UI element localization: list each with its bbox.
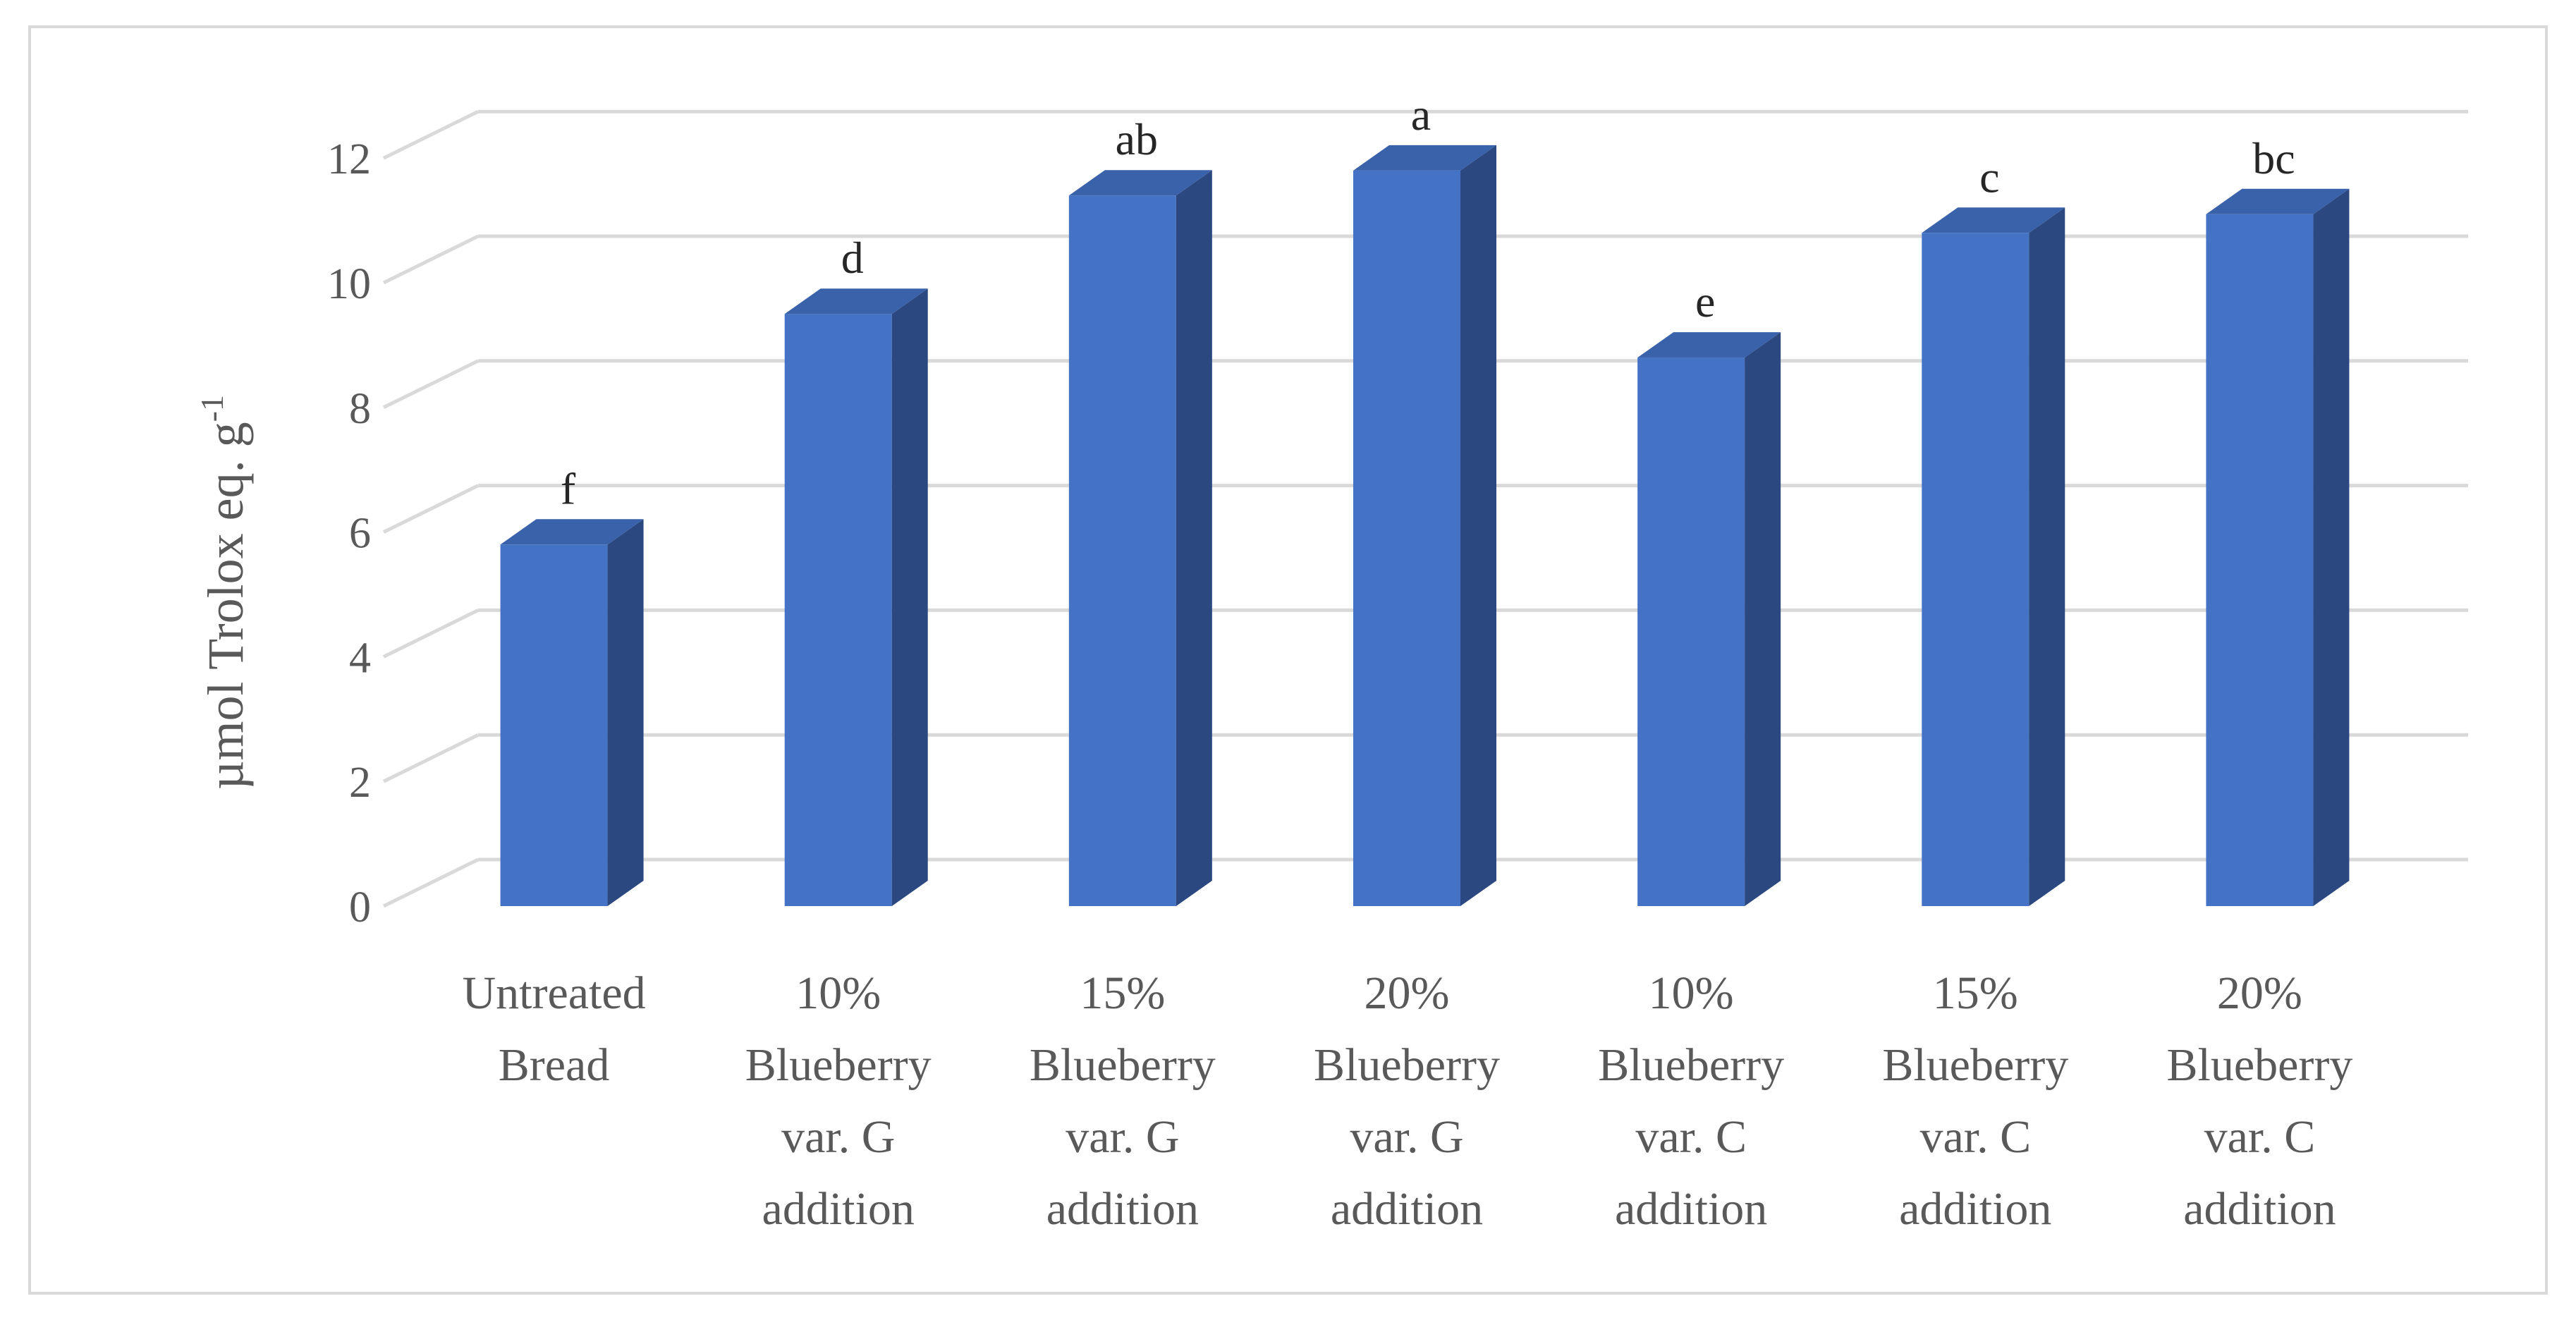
y-axis-title-text: µmol Trolox eq. g: [197, 422, 254, 790]
x-tick-label-line: addition: [762, 1183, 915, 1235]
bar-top: [2206, 188, 2350, 214]
x-tick-label-line: var. C: [1635, 1111, 1747, 1163]
bar-front: [1068, 195, 1176, 906]
x-tick-label: 20% Blueberry var. G addition: [1314, 967, 1500, 1235]
x-tick-label-line: 15%: [1080, 967, 1165, 1019]
x-tick-label-line: var. G: [1350, 1111, 1463, 1163]
x-tick-label-line: addition: [1046, 1183, 1199, 1235]
bar-front: [784, 314, 892, 906]
bar-top: [1068, 170, 1212, 196]
y-tick-label: 12: [327, 135, 371, 183]
y-tick-label: 10: [327, 260, 371, 308]
x-tick-label-line: Untreated: [462, 967, 645, 1019]
y-axis-title: µmol Trolox eq. g-1: [194, 395, 254, 790]
bar-side: [1176, 170, 1212, 907]
bar-1: [784, 288, 928, 906]
x-tick-label-line: addition: [1615, 1183, 1767, 1235]
bar-front: [1922, 233, 2029, 906]
bar-3: [1353, 145, 1496, 906]
labels-layer: f Untreated Bread d 10% Blueberry var. G additi…: [462, 90, 2352, 1235]
x-tick-label-line: 10%: [1649, 967, 1734, 1019]
data-label: bc: [2252, 133, 2295, 183]
bar-top: [1637, 332, 1781, 358]
bar-side: [607, 519, 644, 906]
gridline-diagonal-4: [382, 609, 480, 659]
x-tick-label-line: 20%: [2217, 967, 2302, 1019]
bar-top: [784, 288, 928, 314]
x-tick-label-line: addition: [1331, 1183, 1483, 1235]
bar-front: [500, 544, 608, 906]
data-label: e: [1695, 276, 1715, 326]
x-tick-label-line: addition: [1899, 1183, 2051, 1235]
y-tick-label: 8: [349, 385, 371, 433]
x-tick-label-line: 15%: [1933, 967, 2018, 1019]
gridline-diagonal-12: [382, 109, 480, 160]
bar-top: [1922, 207, 2065, 233]
bar-0: [500, 519, 644, 906]
x-tick-label-line: Blueberry: [745, 1039, 932, 1091]
data-label: ab: [1116, 114, 1158, 164]
chart-frame: 0 2 4 6 8 10 12 f Untreated Bread d 10% Blueberry va…: [28, 25, 2548, 1295]
x-tick-label-line: Blueberry: [1314, 1039, 1500, 1091]
bar-side: [1460, 145, 1496, 906]
x-tick-label-line: addition: [2183, 1183, 2336, 1235]
x-tick-label-line: Blueberry: [1598, 1039, 1784, 1091]
bar-front: [2206, 214, 2314, 906]
bar-side: [891, 288, 928, 906]
bar-side: [1745, 332, 1781, 907]
bar-4: [1637, 332, 1781, 907]
bar-2: [1068, 170, 1212, 907]
bar-6: [2206, 188, 2350, 906]
gridline-diagonal-0: [382, 857, 480, 908]
x-tick-label-line: var. C: [2204, 1111, 2316, 1163]
gridline-diagonal-8: [382, 359, 480, 410]
data-label: a: [1411, 90, 1431, 140]
x-tick-label: 15% Blueberry var. C addition: [1882, 967, 2068, 1235]
bar-side: [2029, 207, 2065, 906]
data-label: c: [1979, 152, 1999, 202]
x-tick-label-line: Bread: [499, 1039, 610, 1091]
x-tick-label-line: 10%: [795, 967, 881, 1019]
bar-top: [500, 519, 644, 545]
bars-layer: [500, 145, 2350, 907]
bar-front: [1637, 358, 1745, 907]
x-tick-label: Untreated Bread: [462, 967, 645, 1091]
data-label: f: [561, 463, 576, 513]
x-tick-label-line: 20%: [1365, 967, 1450, 1019]
x-tick-label-line: Blueberry: [1030, 1039, 1216, 1091]
x-tick-label-line: Blueberry: [2166, 1039, 2352, 1091]
bar-side: [2313, 188, 2350, 906]
x-tick-label: 10% Blueberry var. C addition: [1598, 967, 1784, 1235]
bar-5: [1922, 207, 2065, 906]
x-tick-label: 15% Blueberry var. G addition: [1030, 967, 1216, 1235]
y-tick-label: 0: [349, 884, 371, 931]
x-tick-label: 10% Blueberry var. G addition: [745, 967, 932, 1235]
x-tick-label-line: var. G: [1066, 1111, 1179, 1163]
y-tick-label: 6: [349, 510, 371, 558]
x-tick-label: 20% Blueberry var. C addition: [2166, 967, 2352, 1235]
y-tick-label: 4: [349, 634, 371, 682]
x-tick-label-line: Blueberry: [1882, 1039, 2068, 1091]
y-axis-title-superscript: -1: [194, 395, 230, 422]
gridline-diagonal-2: [382, 733, 480, 783]
x-tick-label-line: var. C: [1919, 1111, 2031, 1163]
x-tick-label-line: var. G: [781, 1111, 895, 1163]
bar-top: [1353, 145, 1496, 171]
data-label: d: [841, 233, 864, 283]
y-tick-label: 2: [349, 759, 371, 807]
gridline-diagonal-10: [382, 234, 480, 285]
bar-front: [1353, 170, 1460, 906]
bar-chart: 0 2 4 6 8 10 12 f Untreated Bread d 10% Blueberry va…: [194, 90, 2468, 1235]
gridline-diagonal-6: [382, 484, 480, 534]
